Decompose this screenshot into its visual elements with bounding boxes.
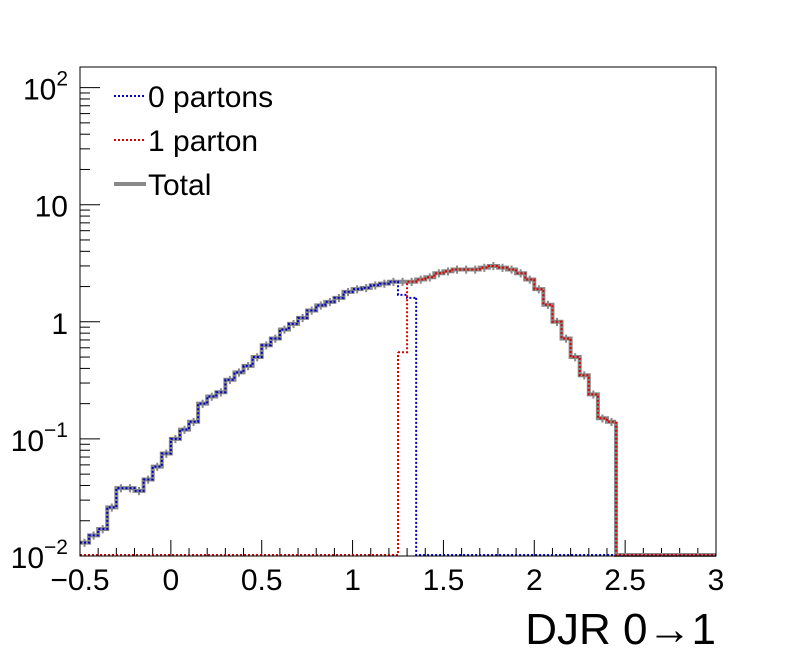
x-tick-label: 1.5 [423, 564, 465, 597]
series-line [398, 264, 617, 423]
legend-item: 0 partons [114, 81, 273, 114]
series-0-partons [80, 280, 716, 556]
series-baseline [80, 352, 716, 556]
axis-ticks [79, 87, 717, 557]
y-tick-label: 1 [51, 308, 68, 341]
series-line [80, 263, 617, 545]
legend-label: 0 partons [148, 81, 273, 114]
legend: 0 partons 1 parton Total [114, 81, 273, 202]
x-tick-label: 2 [526, 564, 543, 597]
series-baseline [614, 421, 716, 557]
x-tick-label: 3 [708, 564, 725, 597]
legend-label: 1 parton [148, 125, 258, 158]
legend-item: Total [114, 169, 211, 202]
x-tick-label: 1 [344, 564, 361, 597]
x-tick-label: 2.5 [604, 564, 646, 597]
y-tick-label: 10−2 [11, 536, 68, 575]
series-line [80, 280, 417, 544]
y-tick-label: 10−1 [11, 419, 68, 458]
legend-item: 1 parton [114, 125, 258, 158]
series-layer [80, 262, 716, 557]
tick-labels: −0.5 0 0.5 1 1.5 2 2.5 3 10−2 10−1 1 10 102 [11, 68, 725, 597]
x-tick-label: 0 [163, 564, 180, 597]
legend-label: Total [148, 169, 211, 202]
x-axis-title: DJR 0→1 [525, 605, 716, 654]
y-tick-label: 102 [23, 68, 68, 107]
series-1-parton [80, 264, 716, 556]
y-tick-label: 10 [35, 191, 68, 224]
plot-frame [79, 66, 717, 557]
x-tick-label: −0.5 [50, 564, 109, 597]
x-tick-label: 0.5 [241, 564, 283, 597]
